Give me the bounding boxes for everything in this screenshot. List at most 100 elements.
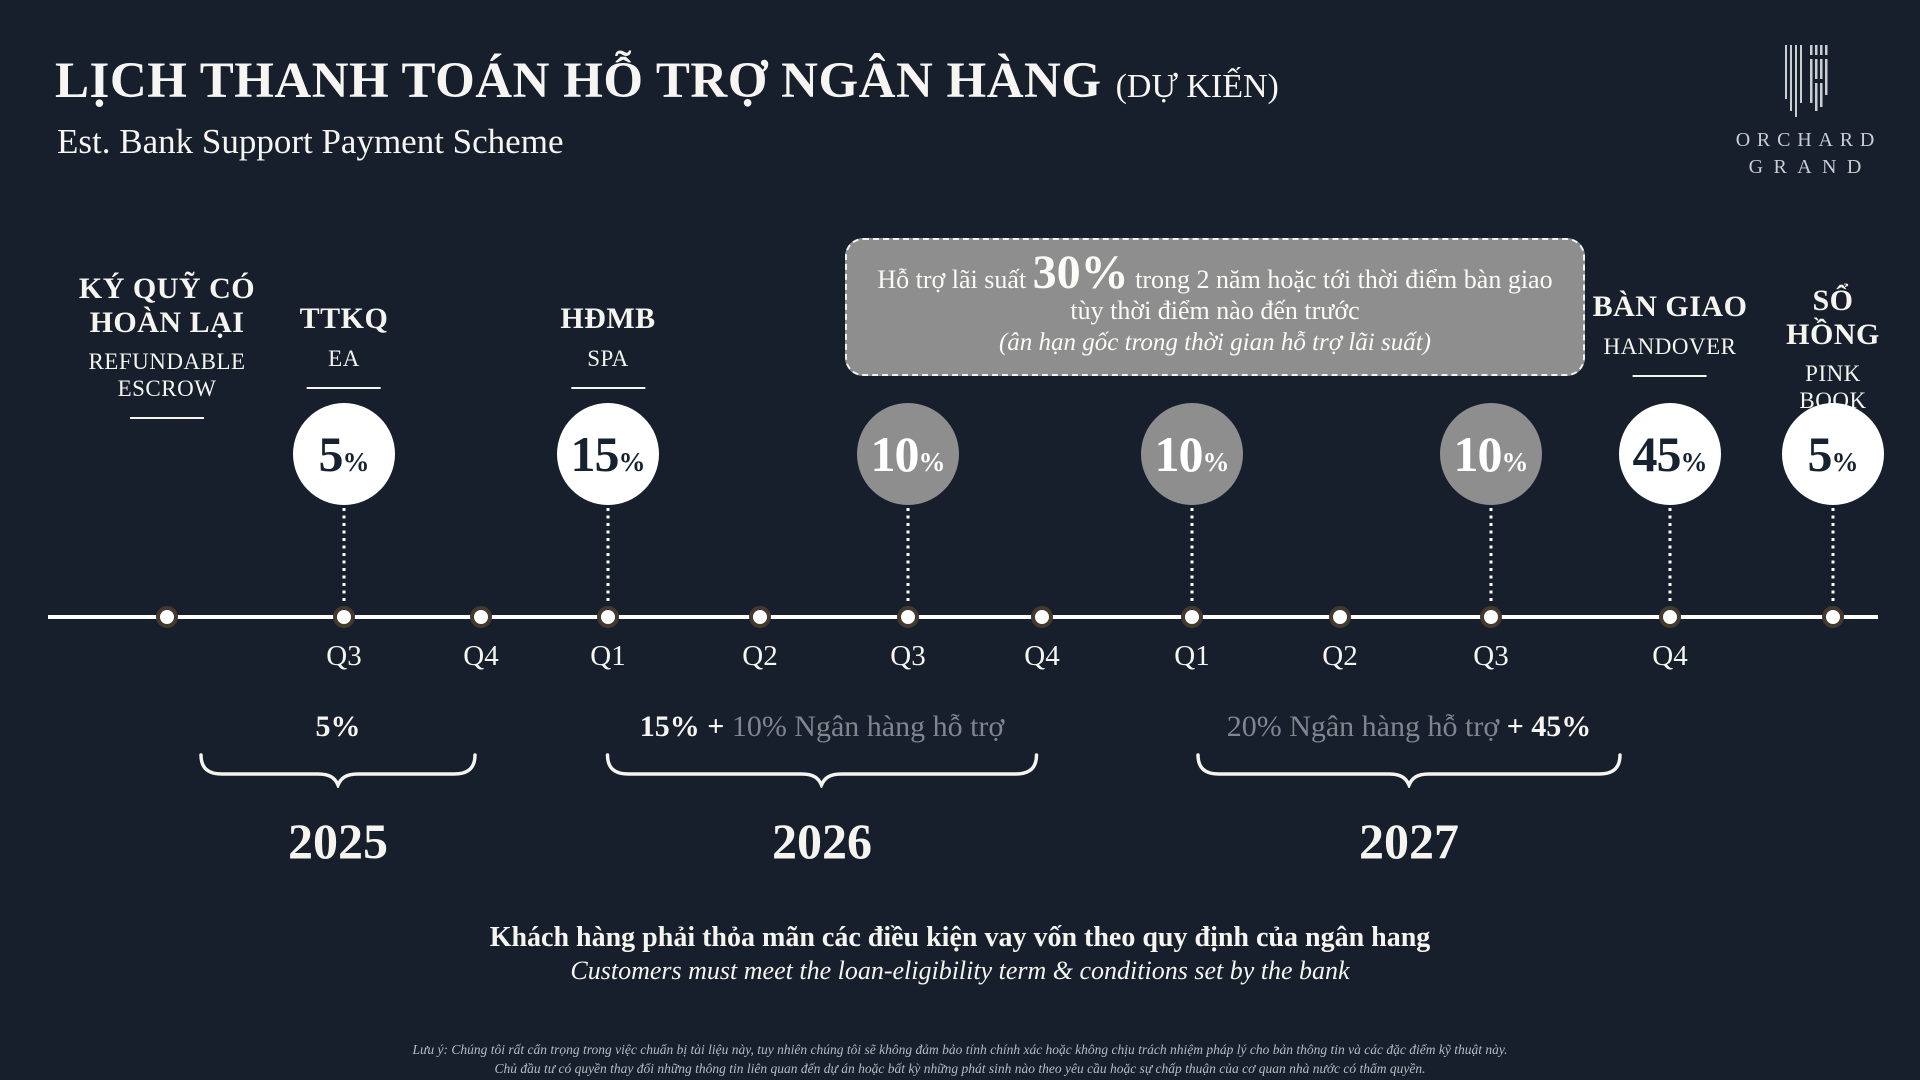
milestone-label-vn: KÝ QUỸ CÓ HOÀN LẠI: [78, 272, 256, 339]
quarter-label: Q4: [463, 640, 499, 672]
payment-circle-15pct-hdmb: 15%: [557, 403, 659, 505]
milestone-handover: BÀN GIAO HANDOVER: [1593, 290, 1748, 377]
quarter-label: Q1: [590, 640, 626, 672]
brace: [1196, 753, 1622, 788]
year-label: 2025: [288, 813, 388, 869]
payment-circle-45pct-handover: 45%: [1619, 403, 1721, 505]
payment-circle-5pct-pinkbook: 5%: [1782, 403, 1884, 505]
circle-value: 5: [1807, 426, 1833, 482]
note-box-line1: Hỗ trợ lãi suất 30% trong 2 năm hoặc tới…: [847, 249, 1583, 297]
milestone-label-vn: SỔ HỒNG: [1786, 284, 1880, 351]
timeline-dot: [597, 606, 619, 628]
note-box-line1-pre: Hỗ trợ lãi suất: [877, 265, 1033, 295]
circle-value: 45: [1632, 426, 1682, 482]
period-label: 20% Ngân hàng hỗ trợ + 45%: [1195, 710, 1623, 744]
milestone-underline: [1632, 374, 1707, 377]
logo-wordmark-line1: ORCHARD: [1735, 129, 1882, 151]
quarter-label: Q4: [1652, 640, 1688, 672]
circle-unit: %: [1202, 447, 1230, 477]
milestone-label-en: REFUNDABLE ESCROW: [88, 349, 246, 402]
dotted-connector: [1668, 508, 1672, 605]
page-title-note: (DỰ KIẾN): [1115, 68, 1279, 105]
quarter-label: Q1: [1174, 640, 1210, 672]
circle-value: 15: [570, 426, 620, 482]
interest-support-note-box: Hỗ trợ lãi suất 30% trong 2 năm hoặc tới…: [845, 238, 1585, 376]
brace: [199, 753, 477, 788]
timeline-dot: [156, 606, 178, 628]
circle-text: 5%: [319, 425, 370, 483]
period-label: 5%: [198, 710, 478, 744]
logo-wordmark-line2: GRAND: [1748, 156, 1872, 178]
brace: [605, 753, 1039, 788]
circle-text: 10%: [1454, 425, 1529, 483]
orchard-grand-logo-mark: [1785, 45, 1828, 117]
note-box-line2: tùy thời điểm nào đến trước: [1070, 295, 1360, 325]
timeline-axis: [48, 615, 1878, 619]
note-box-line3: (ân hạn gốc trong thời gian hỗ trợ lãi s…: [998, 329, 1431, 357]
milestone-label-vn: HĐMB: [560, 302, 656, 335]
period-2025: 5% 2025: [198, 710, 478, 870]
quarter-label: Q3: [890, 640, 926, 672]
period-2026: 15% + 10% Ngân hàng hỗ trợ 2026: [605, 710, 1040, 870]
timeline-dot: [333, 606, 355, 628]
milestone-underline: [306, 386, 381, 389]
circle-unit: %: [1831, 447, 1859, 477]
milestone-label-vn: BÀN GIAO: [1592, 290, 1748, 323]
circle-text: 45%: [1633, 425, 1708, 483]
payment-circle-10pct-3: 10%: [1440, 403, 1542, 505]
eligibility-note-en: Customers must meet the loan-eligibility…: [570, 956, 1350, 985]
payment-circle-10pct-2: 10%: [1141, 403, 1243, 505]
circle-text: 10%: [871, 425, 946, 483]
milestone-label-vn: TTKQ: [299, 302, 389, 335]
quarter-label: Q2: [742, 640, 778, 672]
milestone-label-en: HANDOVER: [1603, 333, 1737, 359]
period-label-white: 15% +: [639, 710, 732, 743]
circle-value: 10: [1154, 426, 1204, 482]
circle-unit: %: [1680, 447, 1708, 477]
dotted-connector: [342, 508, 346, 605]
period-2027: 20% Ngân hàng hỗ trợ + 45% 2027: [1195, 710, 1623, 870]
period-label: 15% + 10% Ngân hàng hỗ trợ: [605, 710, 1040, 744]
milestone-label-en: SPA: [587, 345, 629, 371]
year-label: 2026: [772, 813, 872, 869]
circle-unit: %: [1501, 447, 1529, 477]
disclaimer-line1: Lưu ý: Chúng tôi rất cẩn trọng trong việ…: [412, 1042, 1508, 1057]
disclaimer-line2: Chủ đầu tư có quyền thay đổi những thông…: [494, 1061, 1426, 1076]
circle-value: 10: [870, 426, 920, 482]
timeline-dot: [897, 606, 919, 628]
circle-unit: %: [918, 447, 946, 477]
circle-text: 15%: [571, 425, 646, 483]
page-subtitle: Est. Bank Support Payment Scheme: [57, 122, 564, 161]
milestone-underline: [130, 417, 204, 420]
circle-value: 5: [318, 426, 344, 482]
note-box-line1-post: trong 2 năm hoặc tới thời điểm bàn giao: [1128, 265, 1553, 295]
circle-text: 5%: [1808, 425, 1859, 483]
quarter-label: Q3: [1473, 640, 1509, 672]
timeline-dot: [1181, 606, 1203, 628]
dotted-connector: [1831, 508, 1835, 605]
timeline-dot: [1329, 606, 1351, 628]
timeline-dot: [1822, 606, 1844, 628]
period-label-gray: 20% Ngân hàng hỗ trợ: [1226, 710, 1500, 743]
milestone-underline: [570, 386, 645, 389]
milestone-hdmb-spa: HĐMB SPA: [560, 302, 655, 389]
timeline-dot: [470, 606, 492, 628]
dotted-connector: [606, 508, 610, 605]
quarter-label: Q2: [1322, 640, 1358, 672]
milestone-refundable-escrow: KÝ QUỸ CÓ HOÀN LẠI REFUNDABLE ESCROW: [61, 272, 273, 420]
page-title-vn: LỊCH THANH TOÁN HỖ TRỢ NGÂN HÀNG: [55, 53, 1102, 109]
milestone-label-en: EA: [328, 345, 360, 371]
note-box-30pct: 30%: [1032, 246, 1129, 300]
year-label: 2027: [1359, 813, 1459, 869]
quarter-label: Q4: [1024, 640, 1060, 672]
dotted-connector: [906, 508, 910, 605]
period-label-white: + 45%: [1499, 710, 1592, 743]
payment-circle-10pct-1: 10%: [857, 403, 959, 505]
dotted-connector: [1489, 508, 1493, 605]
orchard-grand-logo: ORCHARD GRAND: [1700, 45, 1910, 179]
period-label-white: 5%: [315, 710, 361, 743]
payment-circle-5pct-ttkq: 5%: [293, 403, 395, 505]
timeline-dot: [1480, 606, 1502, 628]
circle-text: 10%: [1155, 425, 1230, 483]
